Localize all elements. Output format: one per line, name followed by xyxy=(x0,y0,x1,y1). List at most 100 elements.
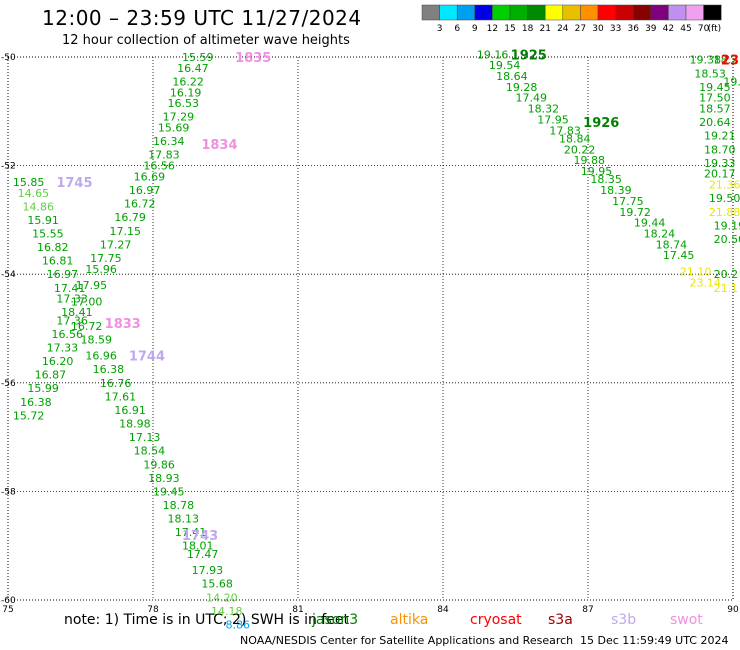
legend-tick-label: 18 xyxy=(522,24,534,34)
wave-height-value: 18.54 xyxy=(134,445,166,458)
legend-tick-label: 15 xyxy=(504,24,515,34)
wave-height-value: 15.99 xyxy=(27,382,59,395)
lat-tick-label: -52 xyxy=(1,162,16,172)
legend-swatch xyxy=(703,4,722,21)
legend-tick-label: 12 xyxy=(487,24,498,34)
wave-height-value: 19.50 xyxy=(709,192,740,205)
wave-height-value: 18.13 xyxy=(168,513,200,526)
wave-height-value: 20.2 xyxy=(714,268,739,281)
wave-height-value: 19.54 xyxy=(489,59,520,72)
pass-label: 1744 xyxy=(129,350,165,365)
wave-height-value: 18.35 xyxy=(590,173,622,186)
pass-label: 1833 xyxy=(105,317,141,332)
map-border xyxy=(7,56,734,601)
wave-height-points: 15.5916.4716.2216.1916.5317.2915.6916.34… xyxy=(13,48,740,631)
wave-height-value: 15.91 xyxy=(27,214,59,227)
wave-height-value: 15.68 xyxy=(201,578,233,591)
wave-height-value: 14.18 xyxy=(211,605,243,618)
wave-height-value: 19.72 xyxy=(619,206,651,219)
wave-height-value: 21.88 xyxy=(709,206,740,219)
wave-height-value: 19.28 xyxy=(506,81,538,94)
wave-height-value: 17.49 xyxy=(516,92,548,105)
legend-tick-label: 27 xyxy=(575,24,586,34)
lat-tick-label: -60 xyxy=(1,596,16,606)
wave-height-value: 21.10 xyxy=(680,265,712,278)
wave-height-value: 16.97 xyxy=(129,184,161,197)
wave-height-value: 17.45 xyxy=(663,249,695,262)
legend-tick-label: 30 xyxy=(592,24,604,34)
footer-note: note: 1) Time is in UTC; 2) SWH is in fe… xyxy=(64,612,350,628)
pass-label: 1743 xyxy=(182,529,218,544)
wave-height-value: 16.47 xyxy=(177,62,209,75)
wave-height-value: 16.87 xyxy=(35,369,66,382)
wave-height-value: 18.32 xyxy=(528,103,560,116)
satellite-s3b: s3b xyxy=(611,612,637,628)
wave-height-value: 17.27 xyxy=(100,238,132,251)
wave-height-value: 15.69 xyxy=(158,122,190,135)
satellite-swot: swot xyxy=(670,612,703,628)
map-grid xyxy=(8,57,733,600)
legend-tick-label: 24 xyxy=(557,24,569,34)
wave-height-value: 18.93 xyxy=(148,472,180,485)
wave-height-value: 8.86 xyxy=(226,618,251,631)
wave-height-value: 17.47 xyxy=(187,548,219,561)
footer-timestamp: 15 Dec 11:59:49 UTC 2024 xyxy=(580,634,729,647)
satellite-cryosat: cryosat xyxy=(470,612,522,628)
wave-height-value: 18.57 xyxy=(699,103,731,116)
wave-height-value: 17.75 xyxy=(90,252,122,265)
wave-height-legend: 3 6 9 12 15 18 21 24 27 30 33 36 39 42 45 70(ft) xyxy=(421,4,722,34)
lon-tick-label: 87 xyxy=(582,605,593,615)
pass-labels: 1745 1744 1743 1835 1834 1833 1925 1926 23 xyxy=(56,48,739,544)
wave-height-value: 17.95 xyxy=(76,279,108,292)
wave-height-value: 16.56 xyxy=(143,160,175,173)
wave-height-value: 19.45 xyxy=(699,81,731,94)
wave-height-value: 17.75 xyxy=(612,195,644,208)
wave-height-value: 16.72 xyxy=(124,198,156,211)
wave-height-value: 17.83 xyxy=(148,149,180,162)
wave-height-value: 17.33 xyxy=(47,342,79,355)
wave-height-value: 17.95 xyxy=(537,113,569,126)
lat-tick-label: -50 xyxy=(1,53,16,63)
legend-tick-label: 21 xyxy=(539,24,550,34)
wave-height-value: 17.41 xyxy=(54,282,86,295)
wave-height-value: 16.22 xyxy=(172,75,204,88)
wave-height-value: 17.29 xyxy=(163,111,195,124)
map-frame xyxy=(7,56,734,601)
wave-height-value: 19.19 xyxy=(714,219,740,232)
legend-tick-label: 33 xyxy=(610,24,621,34)
wave-height-value: 16.20 xyxy=(42,355,73,368)
legend-tick-label: 42 xyxy=(663,24,674,34)
wave-height-value: 18.64 xyxy=(496,70,527,83)
lat-tick-label: -56 xyxy=(1,379,16,389)
wave-height-value: 15.85 xyxy=(13,176,45,189)
wave-height-value: 20.17 xyxy=(704,168,736,181)
wave-height-value: 18.74 xyxy=(656,238,688,251)
pass-label: 23 xyxy=(721,54,739,69)
page-title: 12:00 – 23:59 UTC 11/27/2024 xyxy=(42,6,362,30)
wave-height-value: 14.86 xyxy=(23,200,55,213)
wave-height-value: 19.33 xyxy=(704,157,736,170)
wave-height-value: 18.41 xyxy=(61,306,93,319)
lon-tick-label: 81 xyxy=(292,605,303,615)
wave-height-value: 18.84 xyxy=(559,132,591,145)
wave-height-value: 18.01 xyxy=(182,540,214,553)
footer-credit: NOAA/NESDIS Center for Satellite Applica… xyxy=(240,634,574,647)
lat-tick-label: -58 xyxy=(1,487,16,497)
lon-tick-label: 78 xyxy=(147,605,159,615)
wave-height-value: 17.61 xyxy=(105,390,136,403)
wave-height-value: 21.36 xyxy=(709,179,740,192)
wave-height-value: 19.45 xyxy=(153,485,185,498)
wave-height-value: 16.56 xyxy=(52,328,84,341)
wave-height-value: 18.98 xyxy=(119,418,150,431)
wave-height-value: 20.64 xyxy=(699,116,731,129)
wave-height-value: 17.83 xyxy=(549,124,581,137)
wave-height-value: 14.20 xyxy=(206,591,238,604)
wave-height-value: 19.95 xyxy=(581,165,613,178)
page-subtitle: 12 hour collection of altimeter wave hei… xyxy=(62,33,350,48)
lon-tick-label: 90 xyxy=(727,605,739,615)
lat-tick-label: -54 xyxy=(1,270,16,280)
wave-height-value: 16.76 xyxy=(100,377,132,390)
wave-height-value: 16.96 xyxy=(85,350,117,363)
wave-height-value: 20.50 xyxy=(714,233,740,246)
